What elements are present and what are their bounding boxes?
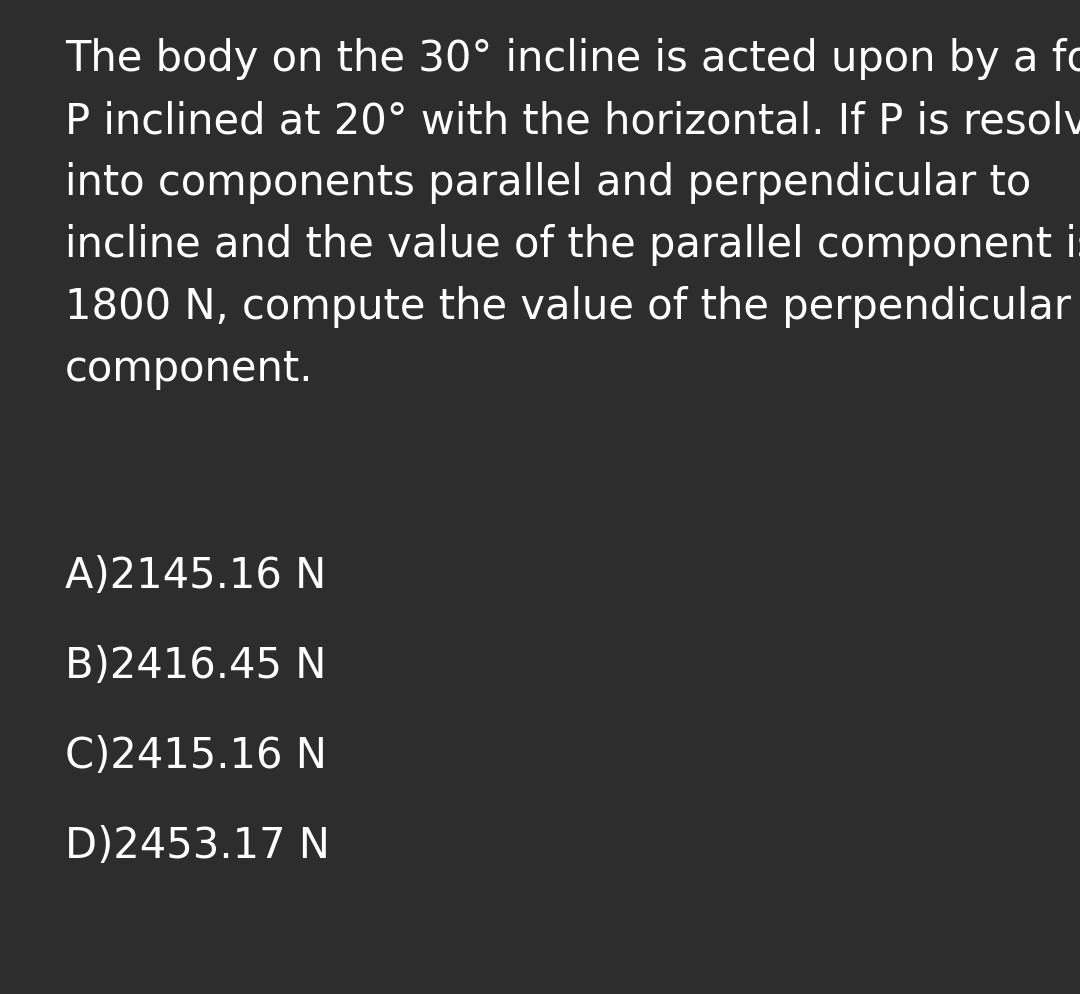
Text: The body on the 30° incline is acted upon by a force: The body on the 30° incline is acted upo… — [65, 38, 1080, 80]
Text: P inclined at 20° with the horizontal. If P is resolved: P inclined at 20° with the horizontal. I… — [65, 100, 1080, 142]
Text: incline and the value of the parallel component is: incline and the value of the parallel co… — [65, 224, 1080, 266]
Text: C)2415.16 N: C)2415.16 N — [65, 735, 327, 777]
Text: B)2416.45 N: B)2416.45 N — [65, 645, 326, 687]
Text: 1800 N, compute the value of the perpendicular: 1800 N, compute the value of the perpend… — [65, 286, 1071, 328]
Text: D)2453.17 N: D)2453.17 N — [65, 825, 329, 867]
Text: component.: component. — [65, 348, 313, 390]
Text: A)2145.16 N: A)2145.16 N — [65, 555, 326, 597]
Text: into components parallel and perpendicular to: into components parallel and perpendicul… — [65, 162, 1031, 204]
